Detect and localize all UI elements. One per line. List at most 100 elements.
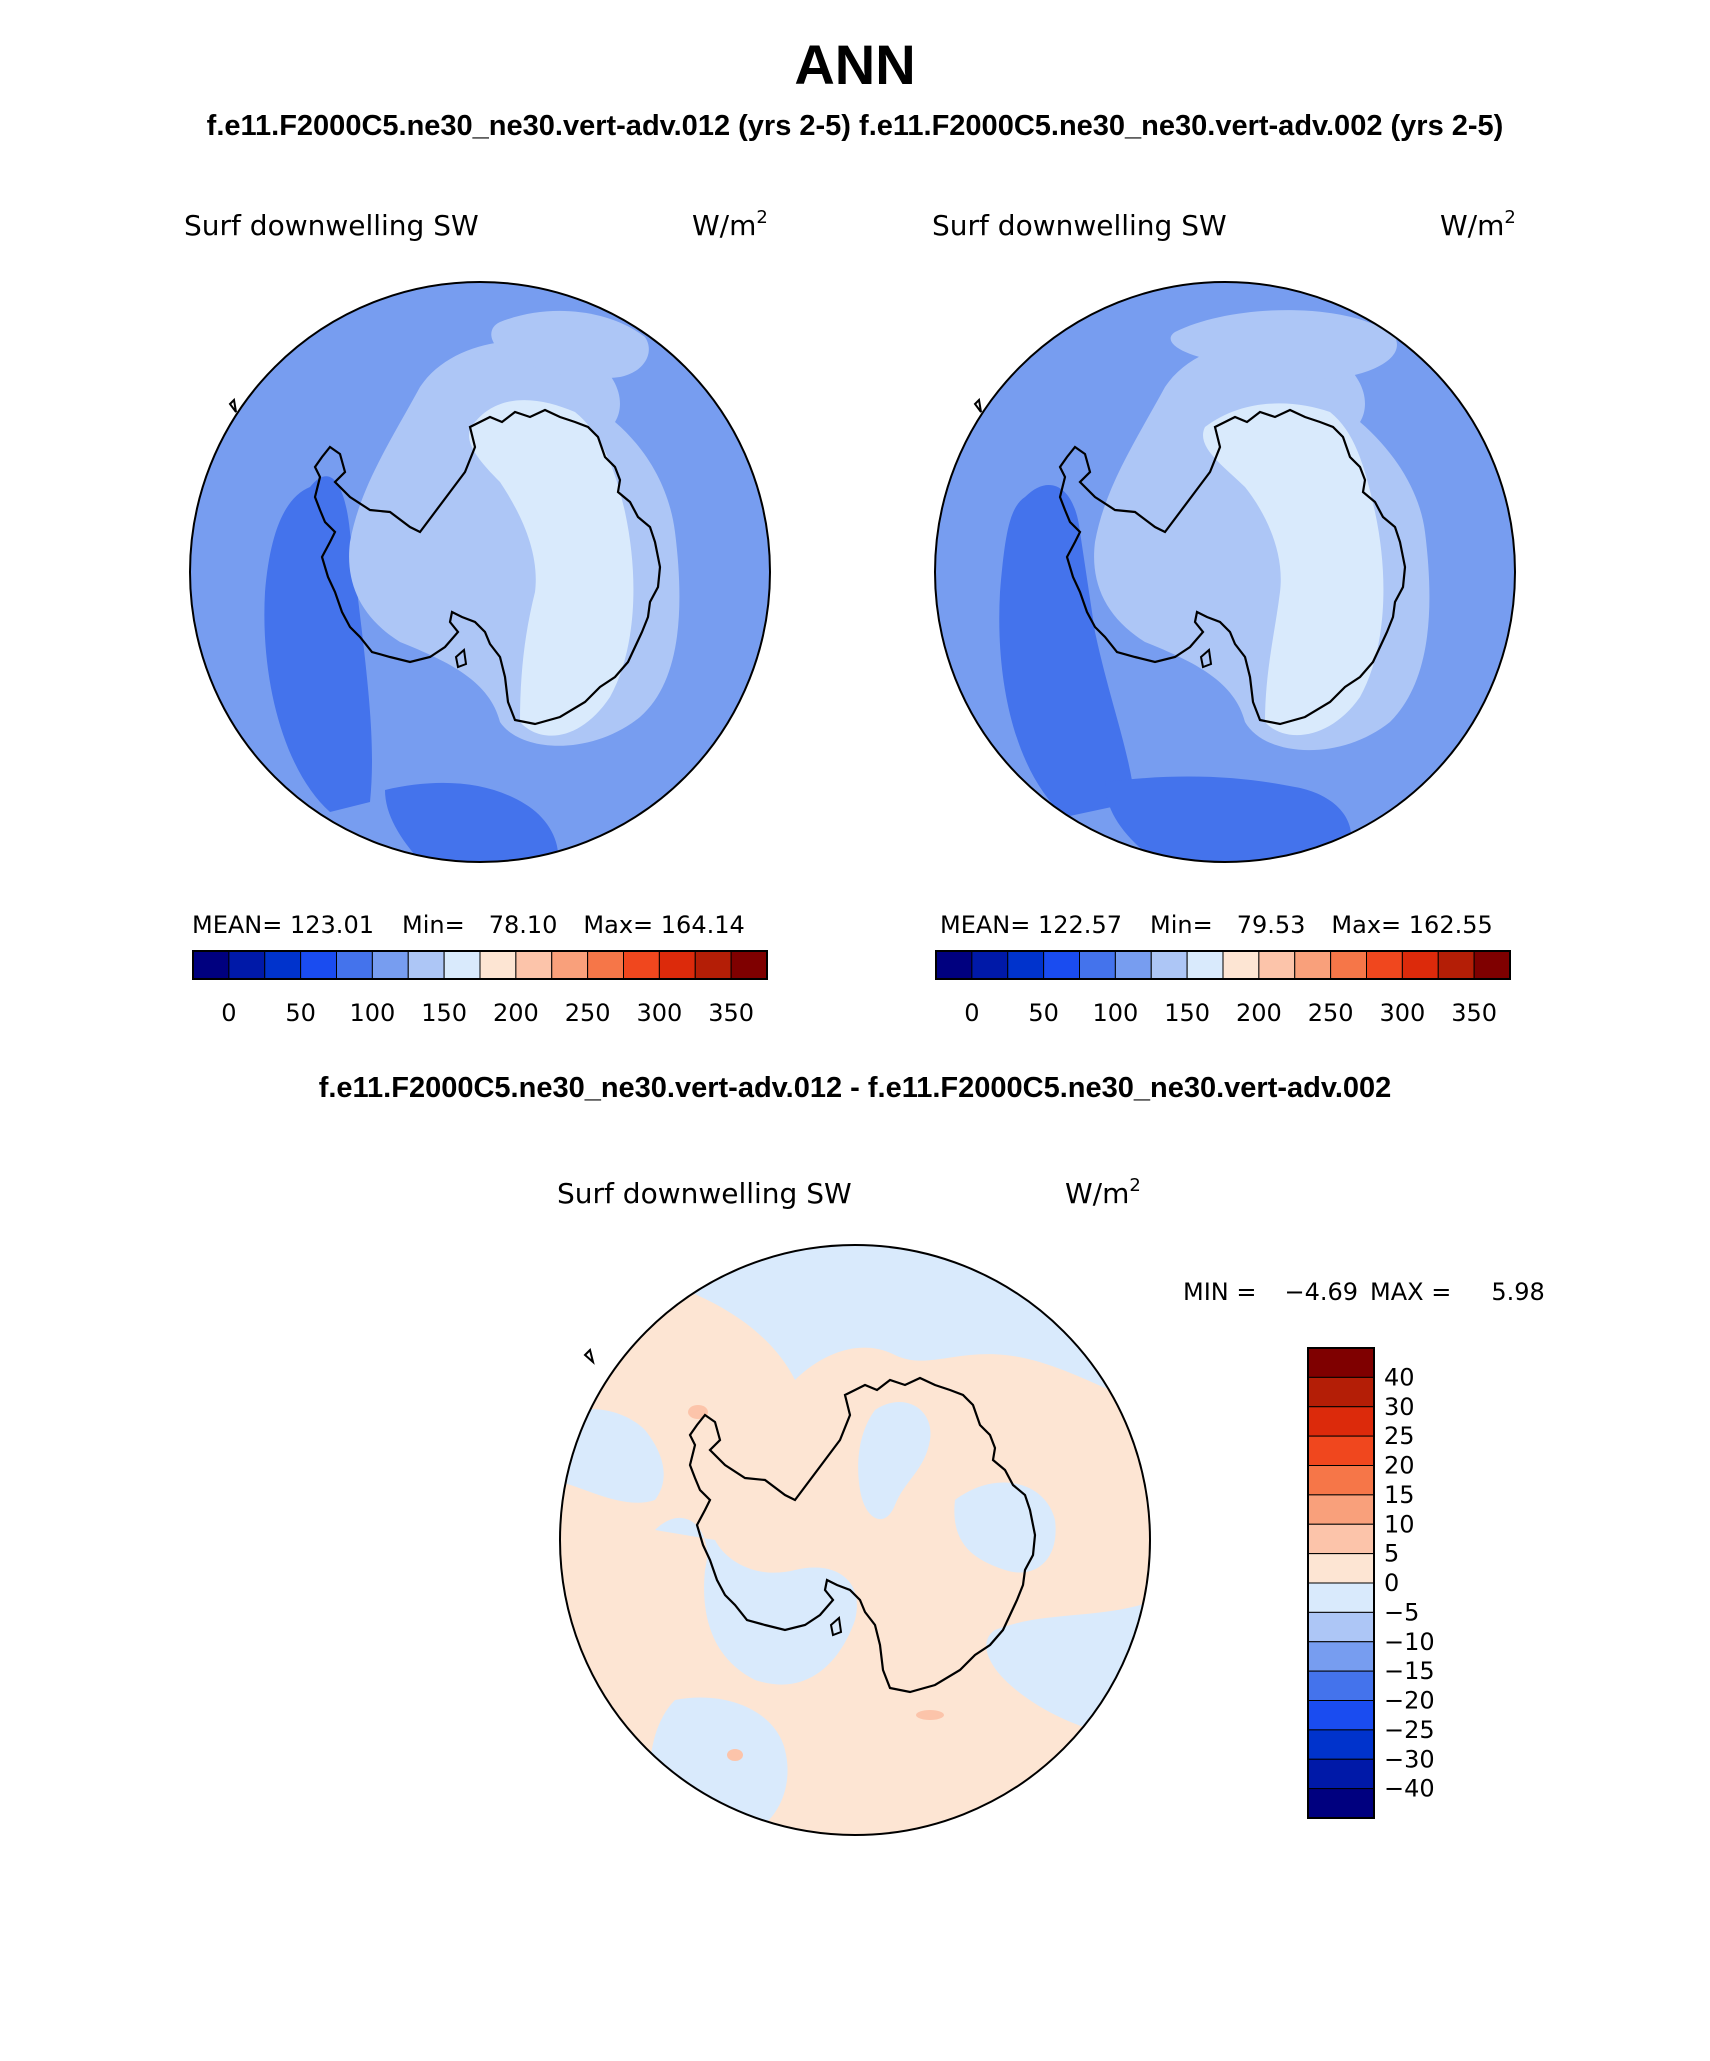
control-units-label: W/m2 — [1440, 207, 1516, 242]
control-map — [934, 281, 1516, 863]
diff-map-positive-patch-3 — [727, 1749, 743, 1761]
test-colorbar-box — [515, 950, 553, 980]
control-colorbar-tick-label: 200 — [1236, 999, 1282, 1027]
test-colorbar-box — [300, 950, 337, 980]
test-colorbar-box — [192, 950, 230, 980]
control-min-label: Min= — [1150, 911, 1213, 939]
control-colorbar-frame — [935, 950, 1511, 980]
control-colorbar-box — [1294, 950, 1332, 980]
test-colorbar-tick-label: 200 — [493, 999, 539, 1027]
diff-min-label: MIN = — [1183, 1278, 1256, 1306]
diff-colorbar-tick-label: 40 — [1384, 1363, 1415, 1391]
diff-colorbar-tick-label: −15 — [1384, 1657, 1435, 1685]
control-colorbar-tick-label: 350 — [1451, 999, 1497, 1027]
test-map-north-arc-region — [491, 310, 649, 379]
diff-colorbar-box — [1307, 1670, 1375, 1701]
control-max-label: Max= — [1331, 911, 1401, 939]
diff-colorbar-box — [1307, 1465, 1375, 1496]
test-colorbar-tick-label: 100 — [349, 999, 395, 1027]
test-max-value: 164.14 — [661, 911, 745, 939]
test-case-label: f.e11.F2000C5.ne30_ne30.vert-adv.012 (yr… — [206, 110, 851, 142]
test-colorbar-box — [623, 950, 660, 980]
test-mean-value: 123.01 — [290, 911, 374, 939]
control-map-antarctica-coastline — [1058, 408, 1407, 726]
test-map-min-region — [190, 457, 199, 487]
test-colorbar-tick-label: 250 — [565, 999, 611, 1027]
control-map-island-outline — [1199, 648, 1213, 669]
test-variable-label: Surf downwelling SW — [184, 209, 479, 242]
diff-colorbar-tick-label: −10 — [1384, 1628, 1435, 1656]
control-colorbar-tick-label: 100 — [1092, 999, 1138, 1027]
test-colorbar-box — [443, 950, 481, 980]
control-min-value: 79.53 — [1237, 911, 1306, 939]
diff-colorbar-tick-label: −40 — [1384, 1775, 1435, 1803]
diff-map-negative-interior-region — [858, 1401, 931, 1520]
test-colorbar: 0 50 100 150 200 250 300 350 — [192, 950, 768, 1027]
test-colorbar-tick-label: 300 — [636, 999, 682, 1027]
control-colorbar-box — [1114, 950, 1152, 980]
diff-map-negative-ross-region — [655, 1517, 857, 1685]
test-colorbar-box — [264, 950, 302, 980]
diff-max-value: 5.98 — [1491, 1278, 1544, 1306]
control-map-island-outline-2 — [973, 397, 982, 413]
control-colorbar-box — [1007, 950, 1045, 980]
diff-colorbar-tick-label: 10 — [1384, 1510, 1415, 1538]
control-map-boundary — [934, 281, 1516, 863]
test-map-antarctica-coastline — [313, 408, 662, 726]
test-colorbar-box — [658, 950, 696, 980]
control-colorbar-box — [1258, 950, 1296, 980]
diff-colorbar-tick-label: −5 — [1384, 1598, 1419, 1626]
diff-variable-label: Surf downwelling SW — [557, 1177, 852, 1210]
test-colorbar-box — [407, 950, 445, 980]
diff-max-label: MAX = — [1370, 1278, 1451, 1306]
control-colorbar-box — [1079, 950, 1116, 980]
test-min-value: 78.10 — [489, 911, 558, 939]
diff-map-positive-patch-1 — [688, 1405, 708, 1419]
diff-map-negative-east-region — [954, 1482, 1056, 1573]
diff-colorbar-tick-label: 20 — [1384, 1452, 1415, 1480]
diff-minmax-line: MIN = −4.69 MAX = 5.98 — [1183, 1278, 1545, 1306]
test-mean-label: MEAN= — [192, 911, 282, 939]
test-colorbar-box — [551, 950, 589, 980]
control-colorbar-box — [1222, 950, 1260, 980]
diff-colorbar-tick-label: 30 — [1384, 1393, 1415, 1421]
control-colorbar-box — [1330, 950, 1367, 980]
control-colorbar-box — [1473, 950, 1511, 980]
control-colorbar-box — [1150, 950, 1188, 980]
diff-colorbar-tick-label: −30 — [1384, 1745, 1435, 1773]
control-colorbar-tick-label: 150 — [1164, 999, 1210, 1027]
test-map-pacific-low-region — [264, 476, 373, 812]
test-map-island-outline-2 — [228, 397, 237, 413]
diff-colorbar-box — [1307, 1611, 1375, 1643]
control-map-north-arc-region — [1170, 310, 1397, 379]
diff-colorbar-box — [1307, 1435, 1375, 1466]
test-colorbar-box — [587, 950, 624, 980]
control-mean-value: 122.57 — [1038, 911, 1122, 939]
diff-colorbar-box — [1307, 1729, 1375, 1760]
control-max-value: 162.55 — [1409, 911, 1493, 939]
diff-colorbar-box — [1307, 1376, 1375, 1408]
control-colorbar-box — [1186, 950, 1224, 980]
diff-map-positive-patch-2 — [916, 1710, 944, 1720]
control-colorbar-box — [1366, 950, 1403, 980]
diff-colorbar-tick-label: 25 — [1384, 1422, 1415, 1450]
test-min-label: Min= — [402, 911, 465, 939]
control-colorbar-box — [1401, 950, 1439, 980]
diff-colorbar-tick-label: 5 — [1384, 1540, 1399, 1568]
control-map-pacific-low-region — [999, 484, 1135, 817]
diff-map-island-outline — [829, 1616, 843, 1637]
control-panel: Surf downwelling SW W/m2 MEAN= 122.57 Min… — [932, 207, 1516, 1027]
diff-colorbar-box — [1307, 1788, 1375, 1819]
diff-colorbar-frame — [1307, 1347, 1375, 1819]
difference-map — [559, 1244, 1151, 1836]
diff-min-value: −4.69 — [1284, 1278, 1358, 1306]
diff-colorbar-box — [1307, 1347, 1375, 1378]
control-colorbar-box — [1437, 950, 1475, 980]
diff-map-boundary — [559, 1244, 1151, 1836]
test-colorbar-tick-label: 50 — [285, 999, 316, 1027]
control-colorbar-tick-label: 0 — [964, 999, 979, 1027]
figure-title: ANN — [794, 33, 916, 96]
test-units-label: W/m2 — [692, 207, 768, 242]
control-colorbar-tick-label: 300 — [1379, 999, 1425, 1027]
